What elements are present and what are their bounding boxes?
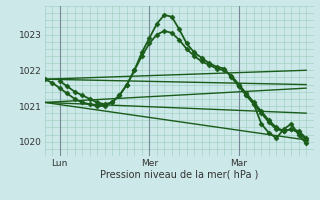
X-axis label: Pression niveau de la mer( hPa ): Pression niveau de la mer( hPa ) <box>100 169 258 179</box>
